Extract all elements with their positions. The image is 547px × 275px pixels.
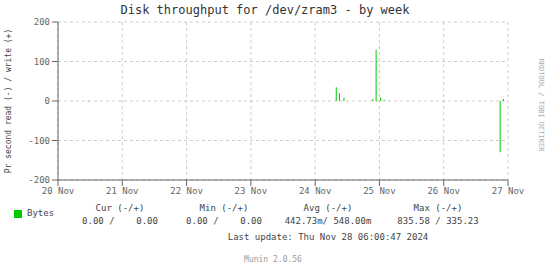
html-text:Min (-/+): Min (-/+) — [199, 203, 249, 213]
html-text:Cur (-/+): Cur (-/+) — [95, 203, 145, 213]
html-text:Avg (-/+): Avg (-/+) — [303, 203, 353, 213]
svg-text:Pr second read (-) / write (+): Pr second read (-) / write (+) — [8, 29, 13, 174]
svg-text:-200: -200 — [28, 175, 50, 185]
html-text:Disk throughput for /dev/zram3: Disk throughput for /dev/zram3 - by week — [120, 3, 410, 17]
svg-text:21 Nov: 21 Nov — [106, 186, 139, 196]
html-text:Munin 2.0.56: Munin 2.0.56 — [244, 255, 302, 264]
html-text:0.00 / 0.00: 0.00 / 0.00 — [186, 216, 262, 226]
svg-text:-100: -100 — [28, 136, 50, 146]
html-text:835.58 / 335.23: 835.58 / 335.23 — [397, 216, 479, 226]
html-text:442.73m/ 548.00m: 442.73m/ 548.00m — [284, 216, 372, 226]
html-text:Bytes: Bytes — [27, 208, 55, 218]
svg-text:27 Nov: 27 Nov — [492, 186, 525, 196]
svg-text:200: 200 — [34, 17, 50, 27]
svg-text:24 Nov: 24 Nov — [299, 186, 332, 196]
svg-text:26 Nov: 26 Nov — [427, 186, 460, 196]
svg-text:23 Nov: 23 Nov — [235, 186, 268, 196]
html-text:Last update: Thu Nov 28 06:00:: Last update: Thu Nov 28 06:00:47 2024 — [227, 232, 429, 242]
html-text:0.00 / 0.00: 0.00 / 0.00 — [82, 216, 158, 226]
svg-text:100: 100 — [34, 57, 50, 67]
html-text:RRDTOOL / TOBI OETIKER: RRDTOOL / TOBI OETIKER — [536, 58, 545, 152]
svg-text:20 Nov: 20 Nov — [42, 186, 75, 196]
svg-text:25 Nov: 25 Nov — [363, 186, 396, 196]
html-text:Max (-/+): Max (-/+) — [413, 203, 463, 213]
svg-text:0: 0 — [45, 96, 50, 106]
svg-text:22 Nov: 22 Nov — [170, 186, 203, 196]
